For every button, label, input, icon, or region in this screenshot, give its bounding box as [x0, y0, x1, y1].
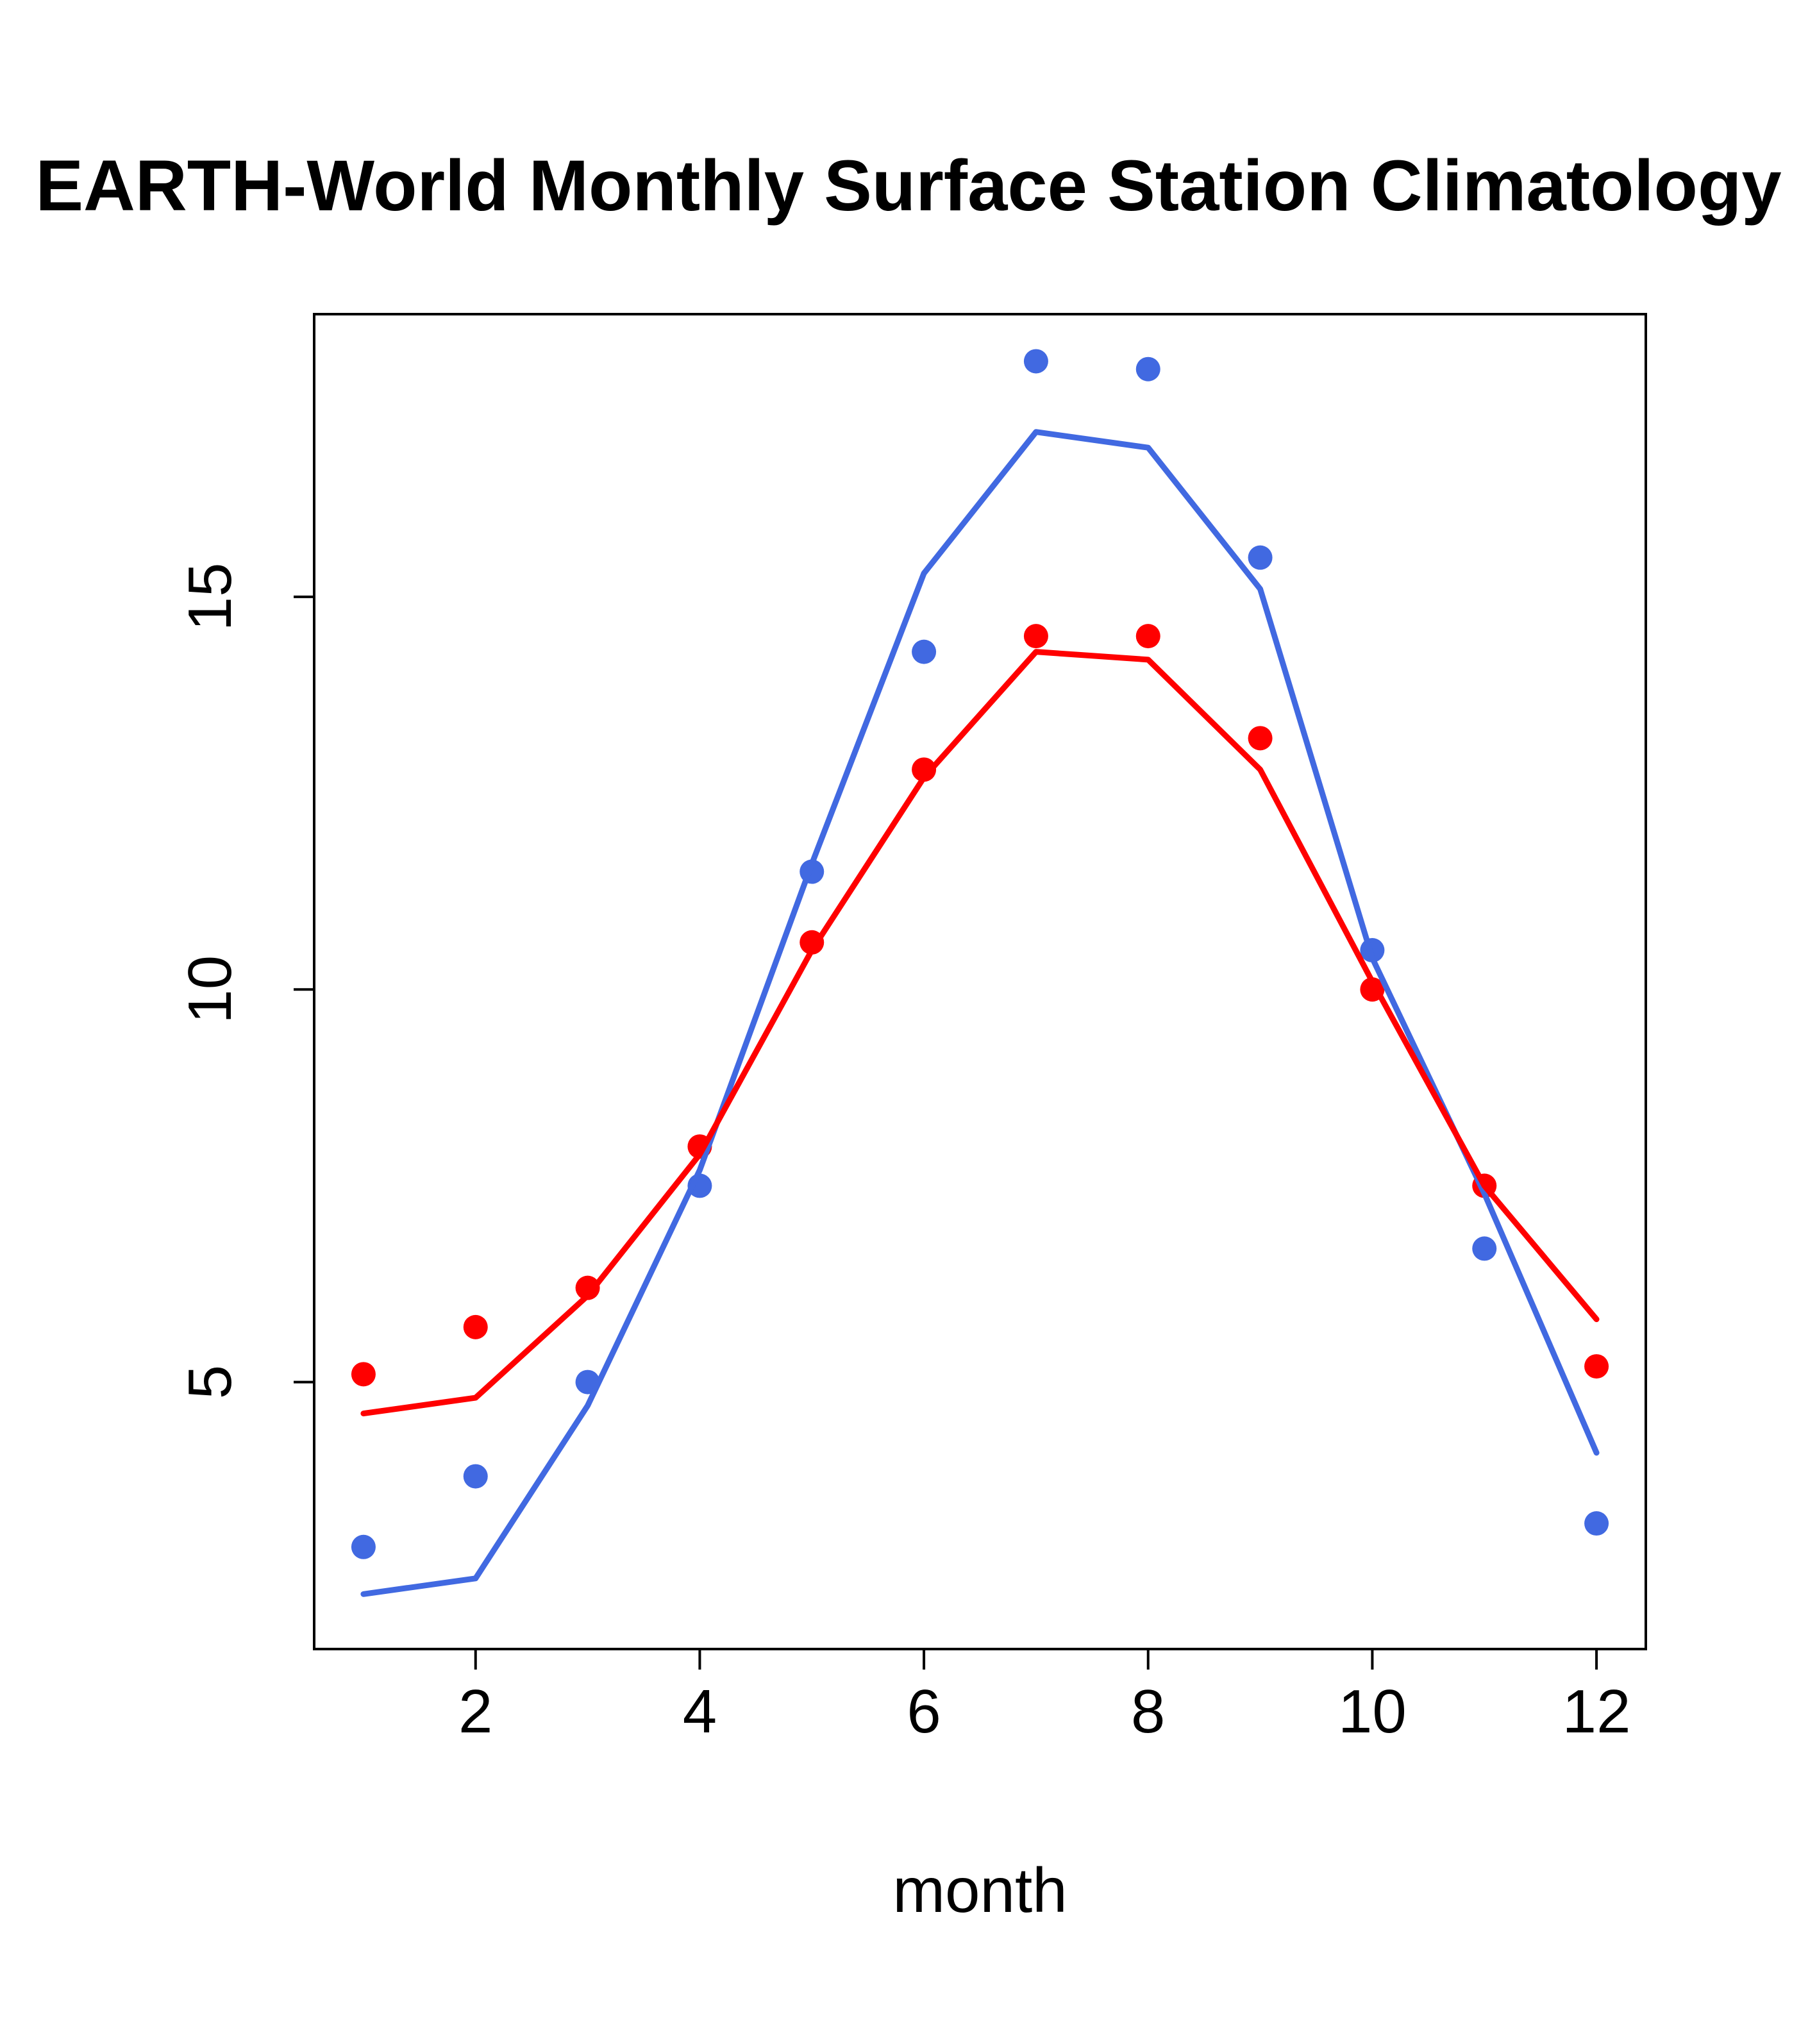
- blue-station-points-point: [912, 639, 937, 664]
- blue-station-points-point: [1023, 349, 1048, 374]
- plot-box: [313, 313, 1647, 1650]
- red-station-points-point: [1023, 624, 1048, 649]
- red-station-points-point: [912, 757, 937, 782]
- x-tick-label: 8: [1131, 1677, 1165, 1746]
- blue-station-points-point: [1248, 545, 1273, 570]
- x-tick-label: 12: [1562, 1677, 1631, 1746]
- blue-station-points-point: [1584, 1511, 1609, 1536]
- y-tick-label: 15: [176, 563, 244, 632]
- red-station-points-point: [575, 1275, 600, 1300]
- x-tick-label: 6: [907, 1677, 941, 1746]
- y-tick-label: 10: [176, 955, 244, 1024]
- x-tick-label: 10: [1338, 1677, 1407, 1746]
- blue-station-points-point: [351, 1534, 376, 1559]
- blue-station-points-point: [1472, 1236, 1497, 1261]
- red-station-points-point: [351, 1362, 376, 1387]
- red-climatology-line: [360, 649, 1600, 1417]
- red-station-points-point: [1584, 1354, 1609, 1379]
- x-tick-label: 4: [683, 1677, 717, 1746]
- red-station-points-point: [463, 1314, 488, 1339]
- x-tick-label: 2: [458, 1677, 492, 1746]
- x-axis-title: month: [892, 1855, 1067, 1925]
- blue-station-points-point: [1135, 356, 1160, 381]
- red-station-points-point: [1135, 624, 1160, 649]
- blue-climatology-line: [360, 429, 1600, 1597]
- blue-station-points-point: [463, 1464, 488, 1489]
- red-station-points-point: [1248, 726, 1273, 751]
- y-tick-label: 5: [176, 1365, 244, 1399]
- chart-title: EARTH-World Monthly Surface Station Clim…: [35, 146, 1782, 226]
